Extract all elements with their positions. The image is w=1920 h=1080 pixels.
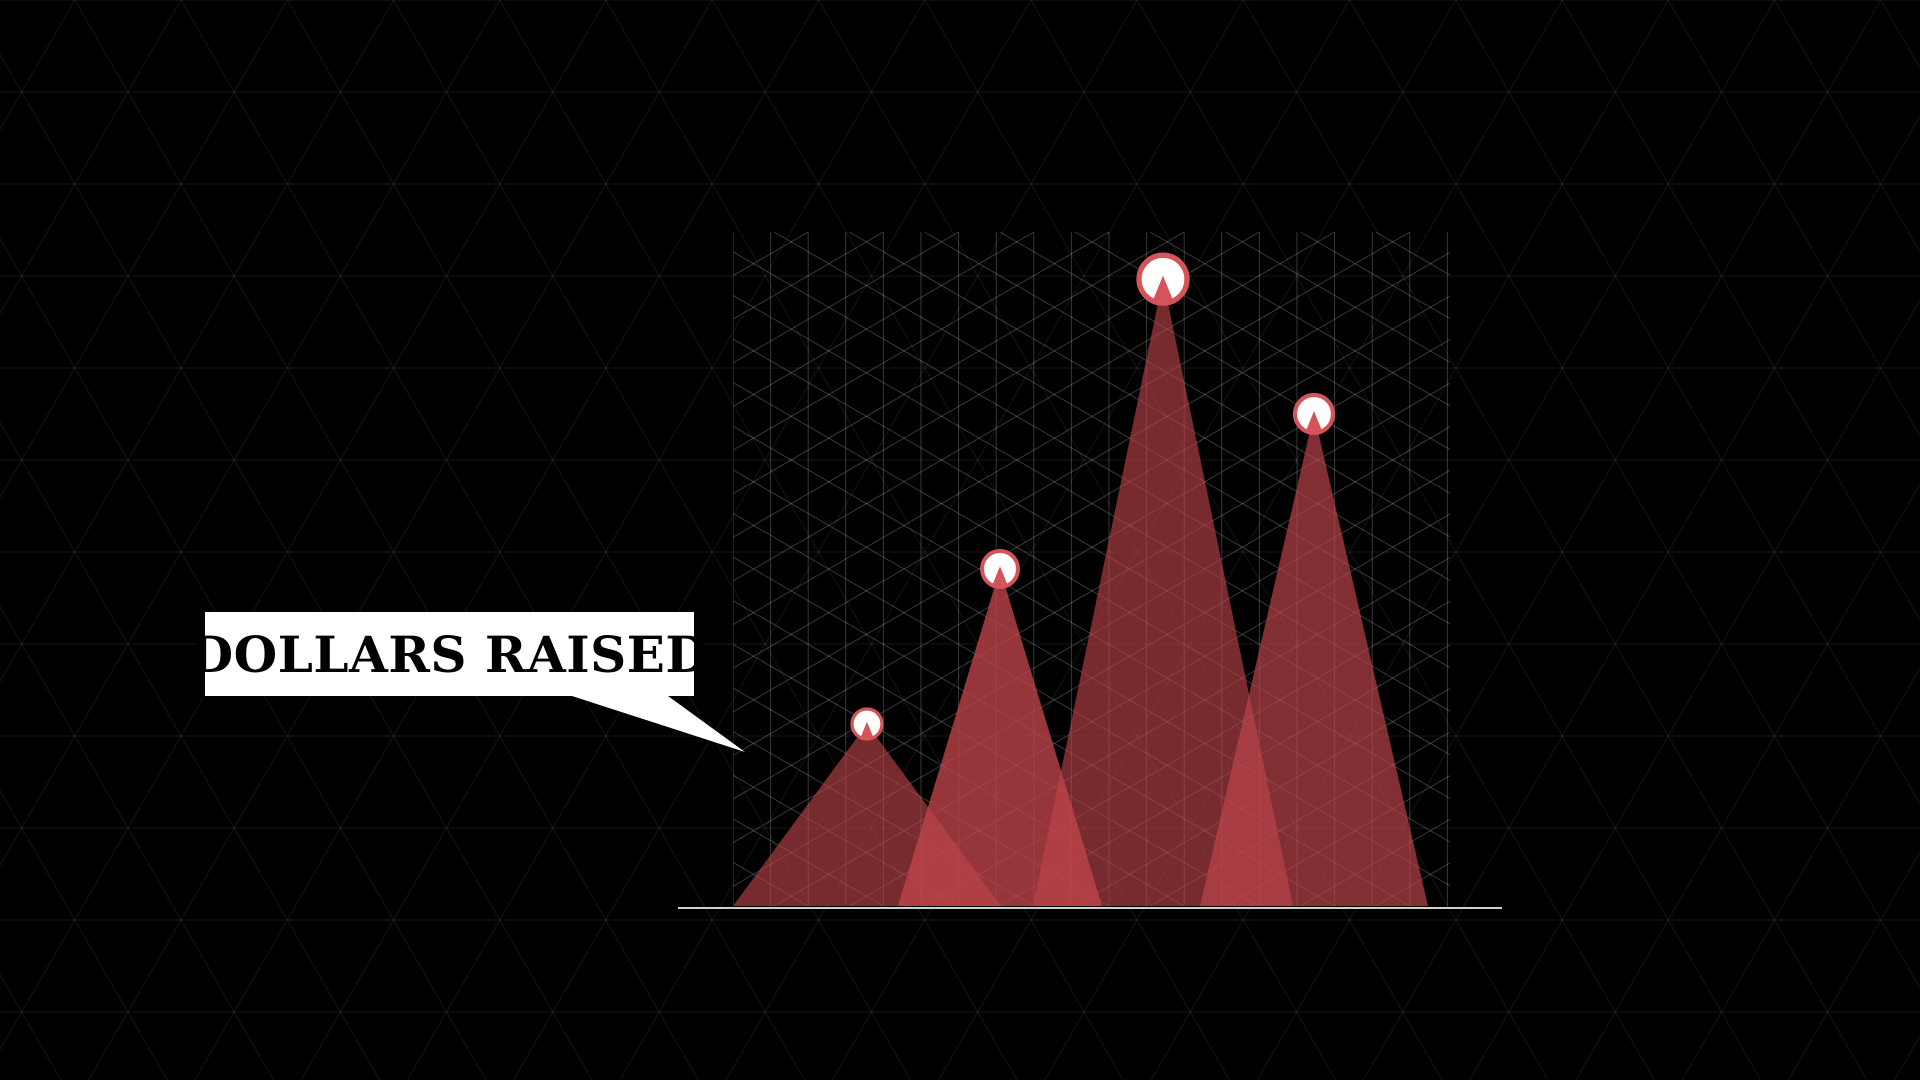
peak-marker-2 bbox=[980, 549, 1020, 589]
peak-marker-1 bbox=[850, 707, 884, 741]
chart-markers bbox=[850, 252, 1336, 741]
chart-peaks bbox=[733, 279, 1428, 906]
peak-4 bbox=[1200, 413, 1428, 906]
peak-marker-4 bbox=[1292, 392, 1336, 436]
dollars-raised-callout: DOLLARS RAISED bbox=[190, 612, 709, 696]
callout-label: DOLLARS RAISED bbox=[189, 624, 710, 684]
peak-marker-3 bbox=[1136, 252, 1190, 306]
peak-3 bbox=[1033, 279, 1293, 906]
